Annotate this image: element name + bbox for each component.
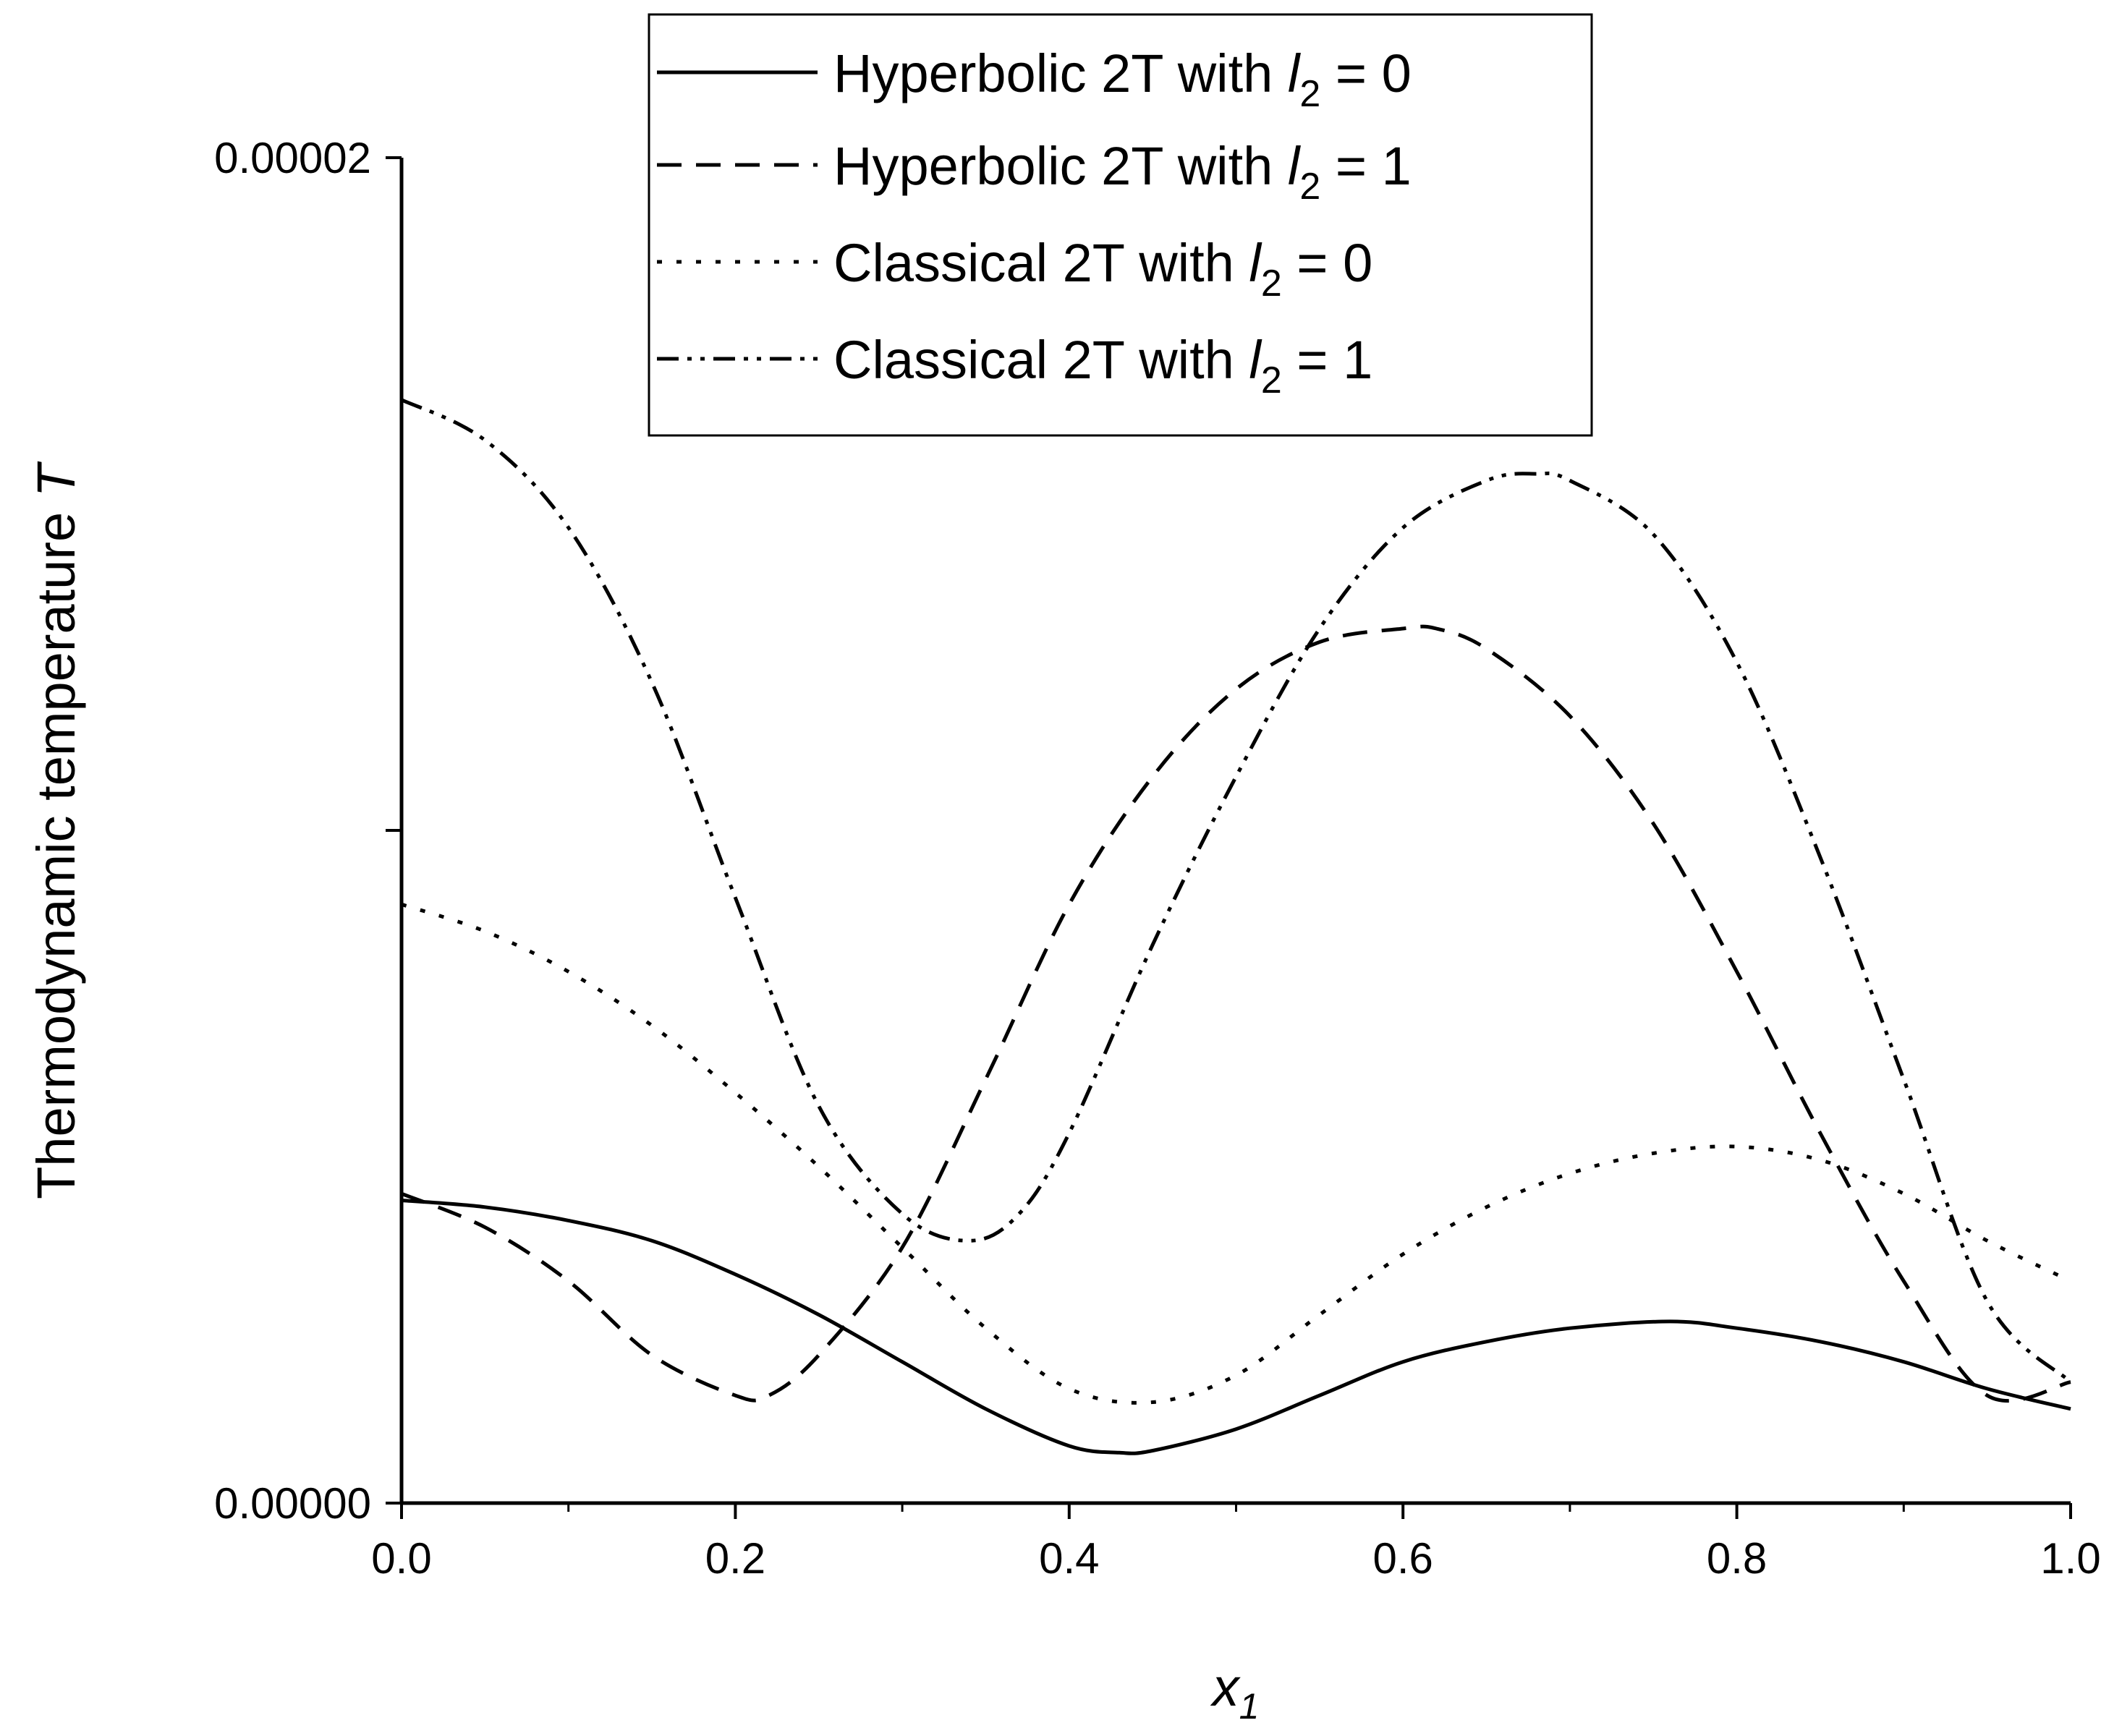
- x-tick-label: 1.0: [2040, 1534, 2100, 1583]
- tick-labels: 0.0 0.2 0.4 0.6 0.8 1.0 0.00000 0.00002: [214, 134, 2101, 1583]
- x-tick-label: 0.4: [1039, 1534, 1099, 1583]
- series-lines: [400, 398, 2072, 1455]
- x-axis-title: x1: [1210, 1657, 1260, 1727]
- x-tick-label: 0.8: [1707, 1534, 1767, 1583]
- y-tick-label: 0.00002: [214, 134, 371, 182]
- legend-label-1: Hyperbolic 2T with l2 = 0: [833, 43, 1412, 115]
- x-tick-label: 0.6: [1372, 1534, 1433, 1583]
- y-tick-label: 0.00000: [214, 1479, 371, 1528]
- series-line-2: [401, 624, 2071, 1403]
- legend-label-3: Classical 2T with l2 = 0: [833, 233, 1372, 305]
- series-line-3: [401, 902, 2072, 1405]
- y-axis-title: Thermodynamic temperature T: [26, 461, 86, 1199]
- legend-box: [648, 13, 1593, 437]
- legend: Hyperbolic 2T with l2 = 0 Hyperbolic 2T w…: [648, 13, 1593, 437]
- legend-label-4: Classical 2T with l2 = 1: [833, 330, 1372, 401]
- series-line-4: [400, 398, 2072, 1384]
- series-line-1: [401, 1199, 2071, 1455]
- x-tick-label: 0.2: [705, 1534, 765, 1583]
- x-tick-label: 0.0: [371, 1534, 431, 1583]
- legend-label-2: Hyperbolic 2T with l2 = 1: [833, 136, 1412, 208]
